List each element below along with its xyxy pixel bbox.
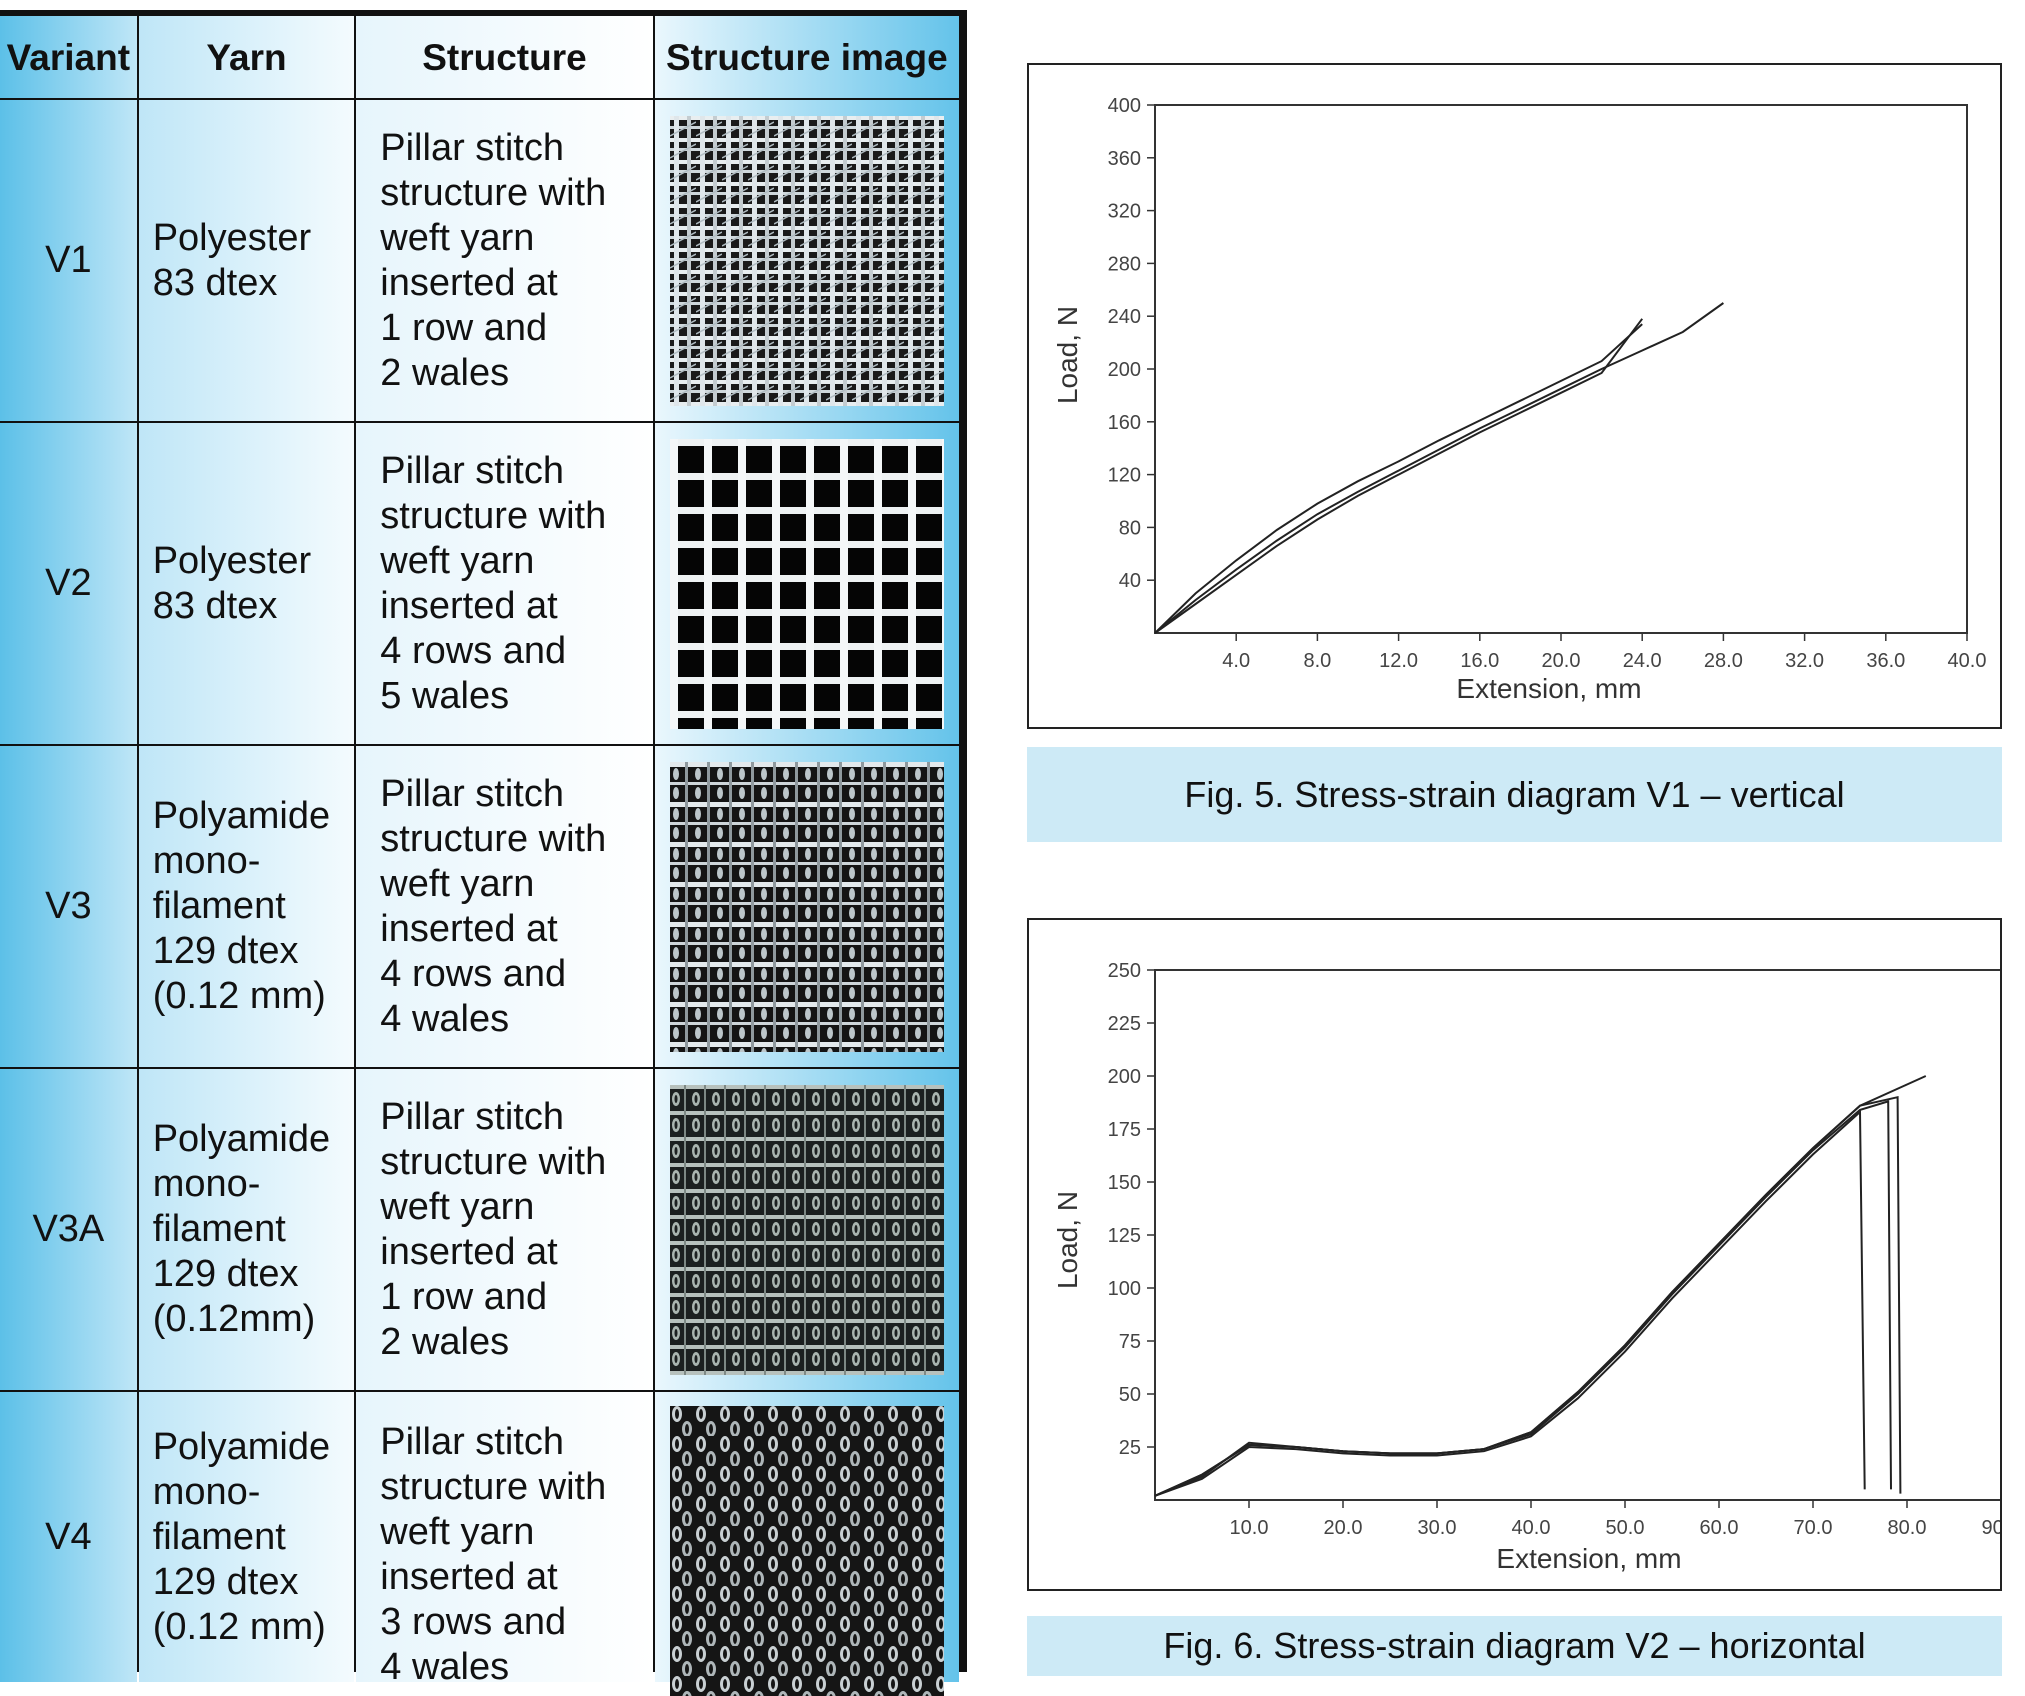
header-yarn: Yarn — [138, 16, 355, 98]
x-tick-label: 40.0 — [1512, 1517, 1551, 1539]
y-tick-label: 240 — [1108, 306, 1141, 328]
x-tick-label: 36.0 — [1866, 650, 1905, 672]
structure-image-cell — [654, 100, 959, 421]
table-row: V1 Polyester 83 dtex Pillar stitch struc… — [0, 100, 959, 421]
yarn-cell: Polyamide mono- filament 129 dtex (0.12 … — [138, 1392, 355, 1682]
y-tick-label: 125 — [1108, 1225, 1141, 1247]
variant-cell: V2 — [0, 423, 137, 744]
y-tick-label: 25 — [1119, 1437, 1141, 1459]
fabric-structure-image-v1 — [669, 115, 944, 406]
header-structure: Structure — [356, 16, 653, 98]
y-tick-label: 320 — [1108, 201, 1141, 223]
y-tick-label: 400 — [1108, 95, 1141, 117]
y-tick-label: 40 — [1119, 570, 1141, 592]
variant-cell: V1 — [0, 100, 137, 421]
table-header-row: Variant Yarn Structure Structure image — [0, 16, 959, 98]
yarn-cell: Polyester 83 dtex — [138, 423, 355, 744]
y-tick-label: 50 — [1119, 1384, 1141, 1406]
stress-strain-chart-v1: 4.0 8.0 12.0 16.0 20.0 24.0 28.0 32.0 36.0 40.0 40… — [1052, 95, 1987, 704]
y-axis-label: Load, N — [1052, 306, 1083, 404]
y-tick-label: 360 — [1108, 148, 1141, 170]
y-axis-label: Load, N — [1052, 1191, 1083, 1289]
x-tick-label: 20.0 — [1324, 1517, 1363, 1539]
table-row: V3A Polyamide mono- filament 129 dtex (0… — [0, 1069, 959, 1390]
variants-table: Variant Yarn Structure Structure image V… — [0, 10, 967, 1696]
y-tick-label: 225 — [1108, 1013, 1141, 1035]
structure-cell: Pillar stitch structure with weft yarn i… — [356, 746, 653, 1067]
plot-frame — [1154, 104, 1968, 634]
structure-cell: Pillar stitch structure with weft yarn i… — [356, 423, 653, 744]
x-tick-label: 40.0 — [1948, 650, 1987, 672]
x-tick-label: 90.0 — [1982, 1517, 2000, 1539]
fabric-structure-image-v2 — [669, 438, 944, 729]
x-tick-label: 4.0 — [1222, 650, 1250, 672]
structure-cell: Pillar stitch structure with weft yarn i… — [356, 1392, 653, 1688]
yarn-cell: Polyester 83 dtex — [138, 100, 355, 421]
x-tick-label: 60.0 — [1700, 1517, 1739, 1539]
x-tick-label: 28.0 — [1704, 650, 1743, 672]
table-row: V3 Polyamide mono- filament 129 dtex (0.… — [0, 746, 959, 1067]
x-tick-label: 24.0 — [1623, 650, 1662, 672]
figure-5-caption: Fig. 5. Stress-strain diagram V1 – verti… — [1027, 747, 2002, 842]
y-tick-label: 75 — [1119, 1331, 1141, 1353]
series-line-2 — [1154, 1100, 1892, 1497]
x-tick-label: 32.0 — [1785, 650, 1824, 672]
y-tick-label: 120 — [1108, 465, 1141, 487]
header-structure-image: Structure image — [654, 16, 959, 98]
x-tick-label: 50.0 — [1606, 1517, 1645, 1539]
header-variant: Variant — [0, 16, 137, 98]
y-tick-label: 150 — [1108, 1172, 1141, 1194]
stress-strain-chart-v2: 10.020.030.040.050.060.070.080.090.0100.… — [1052, 960, 2000, 1574]
y-tick-label: 200 — [1108, 359, 1141, 381]
x-tick-label: 30.0 — [1418, 1517, 1457, 1539]
y-tick-label: 160 — [1108, 412, 1141, 434]
figure-5-panel: 4.0 8.0 12.0 16.0 20.0 24.0 28.0 32.0 36.0 40.0 40… — [1027, 63, 2002, 729]
series-line-1 — [1154, 302, 1724, 634]
x-axis-label: Extension, mm — [1496, 1543, 1681, 1574]
table-row: V4 Polyamide mono- filament 129 dtex (0.… — [0, 1392, 959, 1696]
y-tick-label: 175 — [1108, 1119, 1141, 1141]
structure-image-cell — [654, 1069, 959, 1390]
variant-cell: V3A — [0, 1069, 137, 1390]
x-axis-label: Extension, mm — [1456, 673, 1641, 704]
x-tick-label: 8.0 — [1303, 650, 1331, 672]
fabric-structure-image-v4 — [669, 1406, 944, 1696]
x-tick-label: 12.0 — [1379, 650, 1418, 672]
series-line-3 — [1154, 318, 1644, 634]
structure-cell: Pillar stitch structure with weft yarn i… — [356, 1069, 653, 1390]
x-tick-label: 10.0 — [1230, 1517, 1269, 1539]
x-tick-label: 70.0 — [1794, 1517, 1833, 1539]
structure-image-cell — [654, 746, 959, 1067]
variant-cell: V4 — [0, 1392, 137, 1682]
series-line-2 — [1154, 323, 1643, 634]
structure-image-cell — [654, 423, 959, 744]
yarn-cell: Polyamide mono- filament 129 dtex (0.12m… — [138, 1069, 355, 1390]
fabric-structure-image-v3a — [669, 1084, 944, 1375]
x-tick-label: 16.0 — [1460, 650, 1499, 672]
figure-6-panel: 10.020.030.040.050.060.070.080.090.0100.… — [1027, 918, 2002, 1591]
structure-image-cell — [654, 1392, 959, 1696]
y-tick-label: 250 — [1108, 960, 1141, 982]
yarn-cell: Polyamide mono- filament 129 dtex (0.12 … — [138, 746, 355, 1067]
variant-cell: V3 — [0, 746, 137, 1067]
structure-cell: Pillar stitch structure with weft yarn i… — [356, 100, 653, 421]
plot-frame — [1154, 969, 2000, 1501]
x-tick-label: 80.0 — [1888, 1517, 1927, 1539]
table-row: V2 Polyester 83 dtex Pillar stitch struc… — [0, 423, 959, 744]
series-line-4 — [1154, 1075, 1927, 1497]
y-tick-label: 280 — [1108, 253, 1141, 275]
figure-6-caption: Fig. 6. Stress-strain diagram V2 – horiz… — [1027, 1616, 2002, 1676]
series-line-1 — [1154, 1109, 1866, 1497]
x-tick-label: 20.0 — [1542, 650, 1581, 672]
y-tick-label: 200 — [1108, 1066, 1141, 1088]
y-tick-label: 100 — [1108, 1278, 1141, 1300]
y-tick-label: 80 — [1119, 517, 1141, 539]
fabric-structure-image-v3 — [669, 761, 944, 1052]
